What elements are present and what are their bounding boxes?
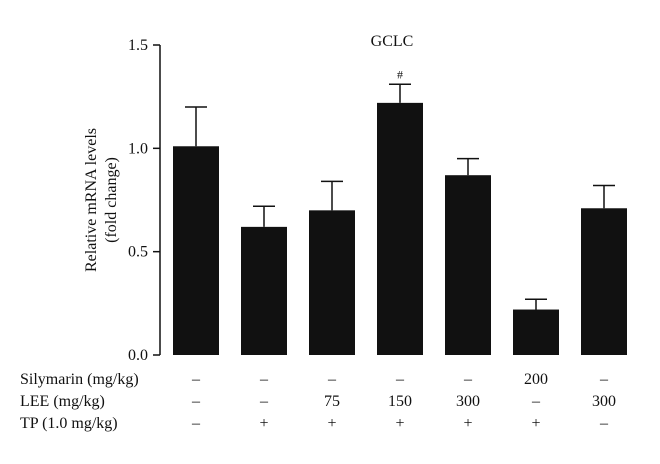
bars bbox=[173, 102, 627, 355]
condition-value: – bbox=[463, 371, 473, 388]
condition-label: Silymarin (mg/kg) bbox=[20, 371, 139, 388]
bar bbox=[581, 208, 627, 355]
condition-value: – bbox=[327, 371, 337, 388]
y-tick-label: 1.5 bbox=[128, 37, 148, 54]
error-bars bbox=[185, 83, 615, 310]
axes: 0.0 0.5 1.0 1.5 bbox=[128, 37, 161, 364]
condition-value: 300 bbox=[456, 393, 480, 410]
bar bbox=[173, 146, 219, 355]
condition-value: + bbox=[531, 415, 540, 432]
condition-value: + bbox=[259, 415, 268, 432]
condition-value: – bbox=[599, 415, 609, 432]
y-axis-label-line-2: (fold change) bbox=[103, 157, 120, 243]
condition-value: + bbox=[395, 415, 404, 432]
condition-value: – bbox=[191, 415, 201, 432]
condition-value: + bbox=[463, 415, 472, 432]
condition-value: 75 bbox=[324, 393, 340, 410]
condition-value: 200 bbox=[524, 371, 548, 388]
bar bbox=[241, 226, 287, 355]
condition-value: + bbox=[327, 415, 336, 432]
condition-value: – bbox=[259, 371, 269, 388]
annotations: # bbox=[397, 67, 403, 81]
condition-value: – bbox=[531, 393, 541, 410]
y-tick-label: 0.5 bbox=[128, 244, 148, 261]
significance-marker: # bbox=[397, 67, 403, 81]
condition-value: – bbox=[395, 371, 405, 388]
y-axis-label-line-1: Relative mRNA levels bbox=[83, 128, 100, 272]
condition-value: 300 bbox=[592, 393, 616, 410]
condition-value: – bbox=[599, 371, 609, 388]
bar bbox=[377, 102, 423, 355]
condition-label: TP (1.0 mg/kg) bbox=[20, 415, 118, 432]
bar bbox=[309, 210, 355, 355]
condition-value: – bbox=[259, 393, 269, 410]
condition-value: – bbox=[191, 393, 201, 410]
condition-value: 150 bbox=[388, 393, 412, 410]
bar bbox=[445, 175, 491, 355]
condition-value: – bbox=[191, 371, 201, 388]
y-tick-label: 0.0 bbox=[128, 347, 148, 364]
condition-label: LEE (mg/kg) bbox=[20, 393, 105, 410]
chart-title: GCLC bbox=[371, 33, 414, 50]
bar bbox=[513, 309, 559, 355]
condition-table: Silymarin (mg/kg) – – – – – 200 – LEE (mg/kg) – – 7… bbox=[20, 371, 616, 432]
y-axis-label: Relative mRNA levels (fold change) bbox=[83, 128, 120, 272]
y-tick-label: 1.0 bbox=[128, 140, 148, 157]
